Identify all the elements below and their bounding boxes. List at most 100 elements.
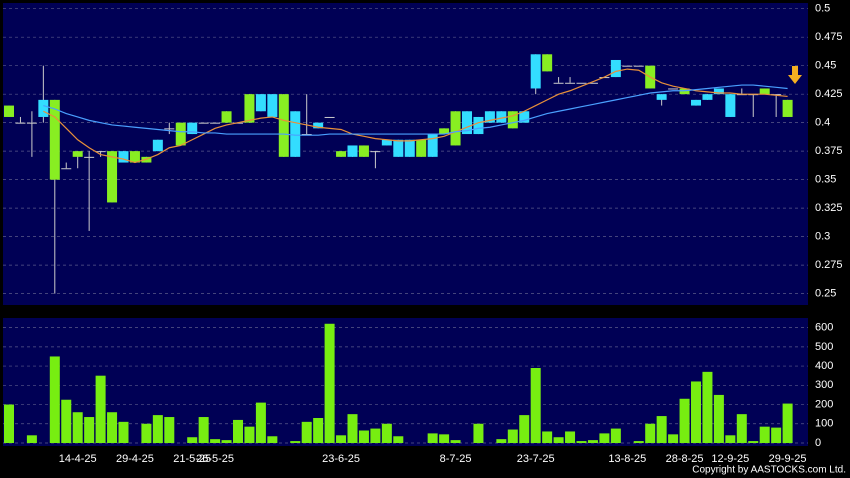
candle-body xyxy=(439,128,450,135)
candle-body xyxy=(15,122,26,124)
candle-body xyxy=(542,54,553,72)
candle-body xyxy=(290,111,301,157)
x-tick-label: 8-7-25 xyxy=(440,453,472,465)
candle-body xyxy=(210,122,221,124)
volume-bar xyxy=(358,430,369,443)
volume-bar xyxy=(748,441,759,443)
candle-body xyxy=(26,122,37,124)
volume-bar xyxy=(713,394,724,443)
volume-bar xyxy=(610,428,621,443)
candle-body xyxy=(198,122,209,124)
candle-body xyxy=(324,116,335,118)
volume-bar xyxy=(656,416,667,443)
volume-bar xyxy=(324,323,335,443)
volume-bar xyxy=(255,402,266,443)
volume-bar xyxy=(427,433,438,443)
y-tick-label: 600 xyxy=(815,322,833,334)
x-tick-label: 14-4-25 xyxy=(59,453,97,465)
y-tick-label: 100 xyxy=(815,418,833,430)
volume-bar xyxy=(542,431,553,443)
volume-bar xyxy=(336,435,347,443)
y-tick-label: 500 xyxy=(815,341,833,353)
candle-body xyxy=(416,139,427,157)
candle-body xyxy=(107,151,118,203)
candle-body xyxy=(610,59,621,78)
candle-body xyxy=(84,156,95,158)
x-tick-label: 29-9-25 xyxy=(769,453,807,465)
volume-bar xyxy=(26,435,37,443)
y-tick-label: 0.425 xyxy=(815,88,843,100)
candle-body xyxy=(301,134,312,136)
volume-bar xyxy=(439,434,450,443)
candle-body xyxy=(668,88,679,90)
y-tick-label: 0 xyxy=(815,437,821,449)
candle-body xyxy=(622,65,633,67)
volume-bar xyxy=(244,426,255,443)
candle-body xyxy=(427,134,438,157)
candle-body xyxy=(702,94,713,100)
y-tick-label: 300 xyxy=(815,379,833,391)
copyright: Copyright by AASTOCKS.com Ltd. xyxy=(692,465,846,476)
candle-body xyxy=(565,82,576,84)
candle-body xyxy=(255,94,266,112)
volume-bar xyxy=(84,417,95,443)
volume-bar xyxy=(95,375,106,443)
candle-body xyxy=(473,116,484,135)
candle-body xyxy=(129,151,140,163)
x-tick-label: 21-5-25 xyxy=(173,453,211,465)
volume-bar xyxy=(267,436,278,443)
candle-body xyxy=(496,111,507,123)
volume-bar xyxy=(152,415,163,443)
candle-body xyxy=(164,128,175,130)
volume-bar xyxy=(72,412,83,443)
x-tick-label: 13-8-25 xyxy=(608,453,646,465)
candle-body xyxy=(313,122,324,129)
candle-body xyxy=(450,111,461,146)
volume-bar xyxy=(587,440,598,443)
volume-bar xyxy=(496,439,507,443)
x-tick-label: 12-9-25 xyxy=(711,453,749,465)
volume-bar xyxy=(118,421,129,443)
candle-body xyxy=(95,151,106,153)
volume-bar xyxy=(187,437,198,443)
y-tick-label: 0.35 xyxy=(815,174,836,186)
volume-bar xyxy=(473,423,484,443)
candle-body xyxy=(347,145,358,157)
volume-bar xyxy=(198,417,209,443)
candle-body xyxy=(278,94,289,157)
volume-bar xyxy=(313,418,324,443)
y-tick-label: 0.5 xyxy=(815,3,830,15)
candle-body xyxy=(484,111,495,123)
candle-body xyxy=(633,65,644,67)
candle-body xyxy=(244,94,255,123)
y-tick-label: 0.275 xyxy=(815,259,843,271)
candle-body xyxy=(404,139,415,157)
y-tick-label: 0.375 xyxy=(815,145,843,157)
volume-bar xyxy=(565,431,576,443)
x-tick-label: 28-8-25 xyxy=(666,453,704,465)
volume-bar xyxy=(759,426,770,443)
volume-bar xyxy=(290,441,301,443)
x-tick-label: 23-6-25 xyxy=(322,453,360,465)
candle-body xyxy=(782,99,793,117)
y-tick-label: 0.4 xyxy=(815,117,830,129)
volume-bar xyxy=(233,419,243,443)
y-tick-label: 0.45 xyxy=(815,60,836,72)
candle-body xyxy=(507,111,518,129)
candle-body xyxy=(587,82,598,84)
volume-bar xyxy=(301,421,312,443)
candle-body xyxy=(175,122,186,146)
candle-body xyxy=(370,151,381,153)
volume-bar xyxy=(576,441,587,443)
volume-bar xyxy=(771,427,782,443)
volume-bar xyxy=(633,441,644,443)
volume-bar xyxy=(164,417,175,443)
volume-bar xyxy=(782,403,793,443)
x-tick-label: 23-7-25 xyxy=(517,453,555,465)
volume-bar xyxy=(507,429,518,443)
volume-bar xyxy=(530,368,541,443)
candle-body xyxy=(38,99,49,117)
candle-body xyxy=(771,94,782,96)
volume-bar xyxy=(691,381,701,443)
